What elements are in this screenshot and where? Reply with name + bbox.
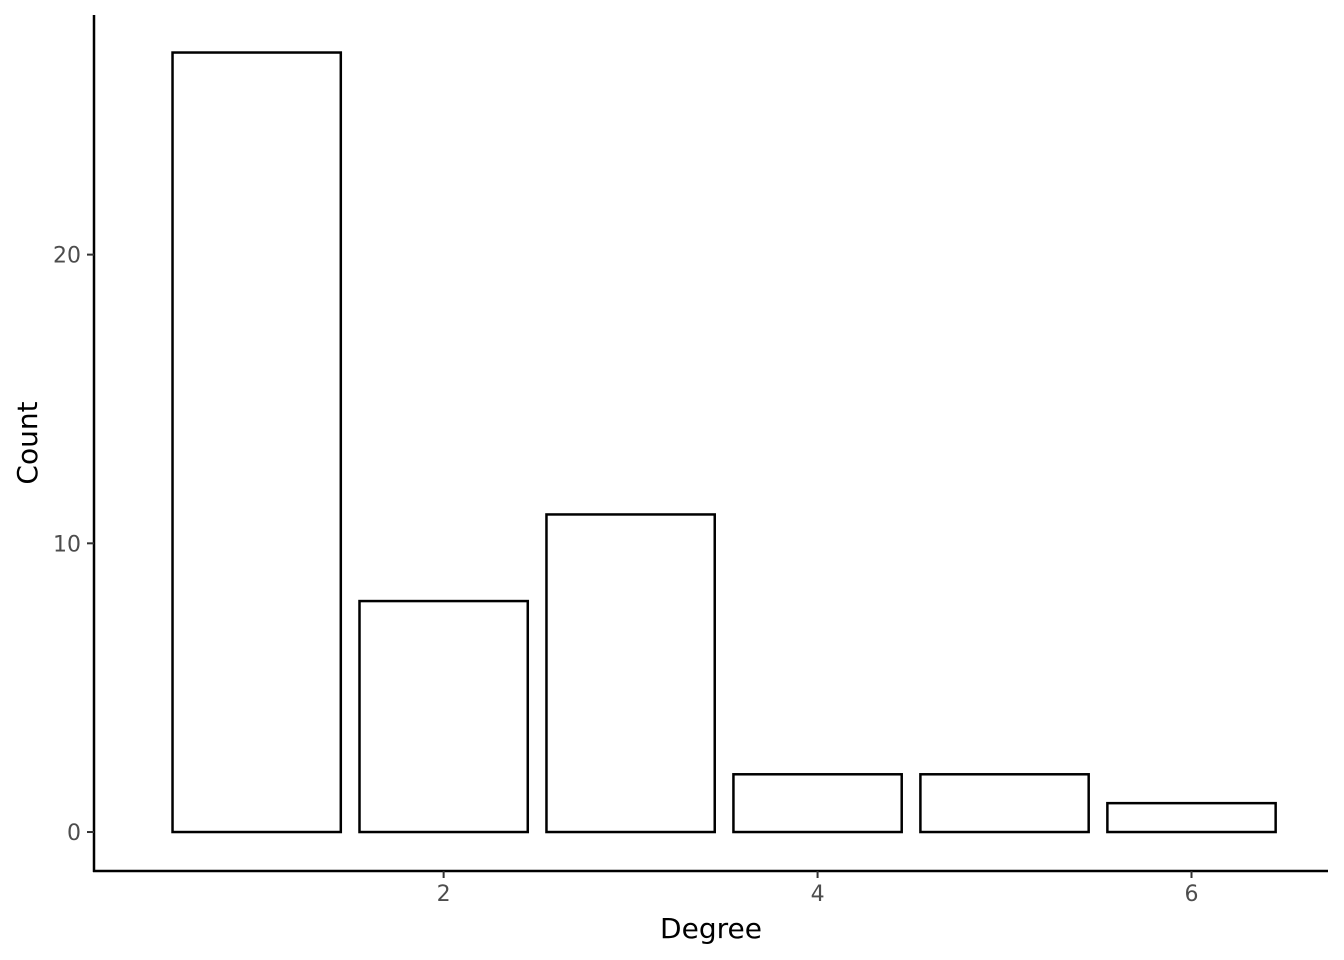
bar-degree-5 xyxy=(919,773,1090,834)
bars-group xyxy=(171,51,1277,834)
bar-degree-1 xyxy=(171,51,343,834)
x-axis-title: Degree xyxy=(660,912,762,945)
y-axis-title: Count xyxy=(11,401,44,484)
x-tick-label: 6 xyxy=(1185,882,1199,907)
y-ticks-group: 0 10 20 xyxy=(53,244,94,846)
axes-group xyxy=(92,15,1328,873)
bar-degree-4 xyxy=(732,773,903,834)
bar-degree-6 xyxy=(1106,801,1277,834)
x-ticks-group: 2 4 6 xyxy=(437,871,1199,907)
y-tick-label: 20 xyxy=(53,244,81,269)
bar-degree-3 xyxy=(545,513,716,834)
x-tick-label: 4 xyxy=(811,882,825,907)
y-tick-label: 0 xyxy=(67,821,81,846)
y-tick-label: 10 xyxy=(53,532,81,557)
bar-degree-2 xyxy=(358,599,530,834)
x-tick-label: 2 xyxy=(437,882,451,907)
